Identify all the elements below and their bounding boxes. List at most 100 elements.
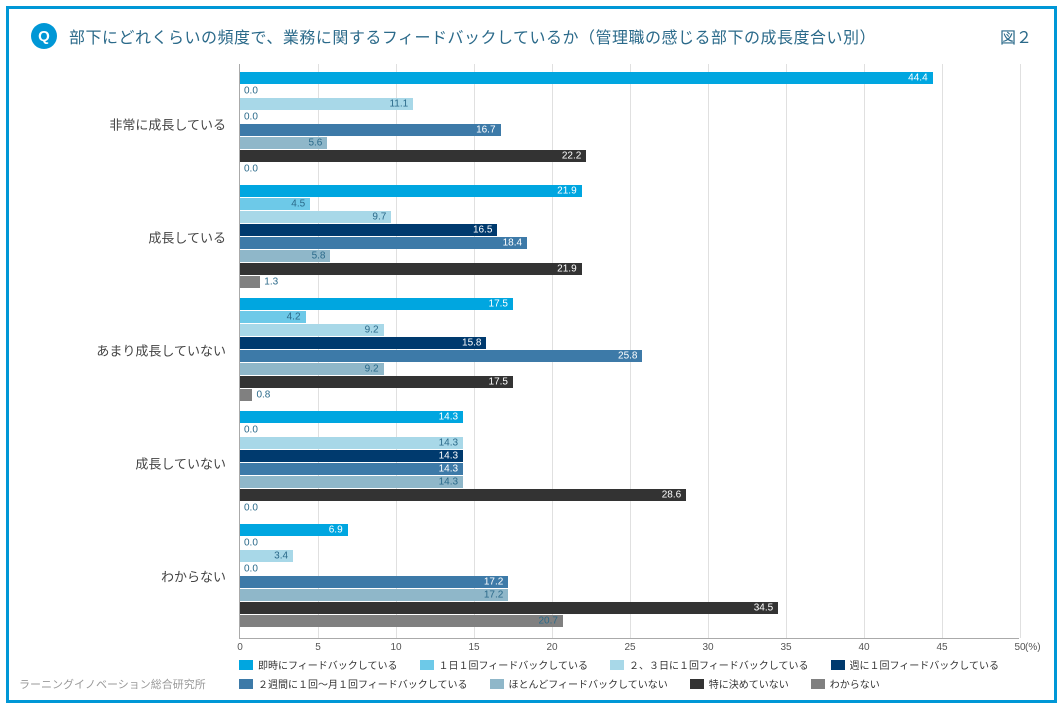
legend-item: 即時にフィードバックしている [239,657,398,672]
bar-value-label: 14.3 [439,476,458,487]
bar-value-label: 4.2 [287,311,301,322]
bar [240,124,501,136]
category-label: 成長していない [30,454,240,473]
x-axis-unit: (%) [1025,642,1041,653]
legend-text: ほとんどフィードバックしていない [509,676,668,691]
bar-value-label: 14.3 [439,450,458,461]
bar-value-label: 17.5 [489,298,508,309]
bar [240,602,778,614]
x-tick: 25 [624,642,635,653]
legend-text: ２、３日に１回フィードバックしている [629,657,809,672]
q-badge: Q [31,23,57,49]
chart-frame: Q 部下にどれくらいの頻度で、業務に関するフィードバックしているか（管理職の感じ… [6,6,1057,703]
bar-value-label: 18.4 [503,237,522,248]
bar [240,211,391,223]
bar-value-label: 34.5 [754,602,773,613]
bar-value-label: 0.0 [244,537,258,548]
bar [240,476,463,488]
bar [240,276,260,288]
bar-value-label: 21.9 [557,263,576,274]
header: Q 部下にどれくらいの頻度で、業務に関するフィードバックしているか（管理職の感じ… [9,9,1054,59]
legend-swatch [610,660,624,670]
legend-text: １日１回フィードバックしている [439,657,589,672]
x-tick: 10 [390,642,401,653]
bar-value-label: 9.2 [365,324,379,335]
footer-credit: ラーニングイノベーション総合研究所 [19,676,206,692]
legend-text: 特に決めていない [709,676,789,691]
legend-item: わからない [811,676,880,691]
bar [240,411,463,423]
legend-swatch [239,679,253,689]
category-group: わからない6.90.03.40.017.217.234.520.7 [240,524,1019,628]
chart-title: 部下にどれくらいの頻度で、業務に関するフィードバックしているか（管理職の感じる部… [69,24,980,48]
bar-value-label: 5.8 [312,250,326,261]
bar-value-label: 4.5 [291,198,305,209]
bar-value-label: 20.7 [538,615,557,626]
bar-value-label: 44.4 [908,72,927,83]
bar [240,237,527,249]
figure-number: 図２ [1000,24,1032,48]
bar-value-label: 6.9 [329,524,343,535]
bar-value-label: 0.0 [244,563,258,574]
plot-region: 05101520253035404550(%)非常に成長している44.40.01… [239,64,1019,639]
bar [240,72,933,84]
bar-value-label: 3.4 [274,550,288,561]
bar-value-label: 0.0 [244,85,258,96]
bar [240,263,582,275]
bar [240,298,513,310]
bar-value-label: 14.3 [439,437,458,448]
bar-value-label: 15.8 [462,337,481,348]
x-tick: 50 [1014,642,1025,653]
bar [240,463,463,475]
bar-value-label: 5.6 [308,137,322,148]
bar-value-label: 11.1 [389,98,408,109]
bar-value-label: 14.3 [439,411,458,422]
legend-swatch [239,660,253,670]
chart-area: 05101520253035404550(%)非常に成長している44.40.01… [239,64,1019,639]
bar [240,185,582,197]
bar-value-label: 0.0 [244,111,258,122]
x-tick: 5 [315,642,321,653]
bar-value-label: 14.3 [439,463,458,474]
bar-value-label: 9.2 [365,363,379,374]
legend-item: 特に決めていない [690,676,789,691]
bar-value-label: 1.3 [264,276,278,287]
bar [240,437,463,449]
x-tick: 35 [780,642,791,653]
category-label: あまり成長していない [30,341,240,360]
bar-value-label: 0.0 [244,502,258,513]
bar-value-label: 25.8 [618,350,637,361]
bar-value-label: 16.5 [473,224,492,235]
bar-value-label: 0.0 [244,424,258,435]
bar [240,363,384,375]
legend-item: ２週間に１回～月１回フィードバックしている [239,676,468,691]
legend-swatch [690,679,704,689]
bar-value-label: 0.8 [256,389,270,400]
legend-swatch [420,660,434,670]
legend-swatch [490,679,504,689]
bar [240,576,508,588]
category-label: 非常に成長している [30,115,240,134]
bar [240,376,513,388]
bar [240,615,563,627]
legend-swatch [831,660,845,670]
legend-row: 即時にフィードバックしている １日１回フィードバックしている ２、３日に１回フィード… [239,657,1039,672]
legend-swatch [811,679,825,689]
legend-text: ２週間に１回～月１回フィードバックしている [258,676,468,691]
bar [240,350,642,362]
legend-item: ほとんどフィードバックしていない [490,676,668,691]
bar-value-label: 17.5 [489,376,508,387]
legend-text: 即時にフィードバックしている [258,657,398,672]
bar-value-label: 22.2 [562,150,581,161]
category-group: 成長している21.94.59.716.518.45.821.91.3 [240,185,1019,289]
x-tick: 15 [468,642,479,653]
bar-value-label: 21.9 [557,185,576,196]
bar [240,98,413,110]
x-tick: 30 [702,642,713,653]
legend-item: ２、３日に１回フィードバックしている [610,657,809,672]
bar [240,337,486,349]
bar-value-label: 17.2 [484,589,503,600]
gridline [1020,64,1021,638]
bar-value-label: 9.7 [372,211,386,222]
legend-text: 週に１回フィードバックしている [850,657,1000,672]
